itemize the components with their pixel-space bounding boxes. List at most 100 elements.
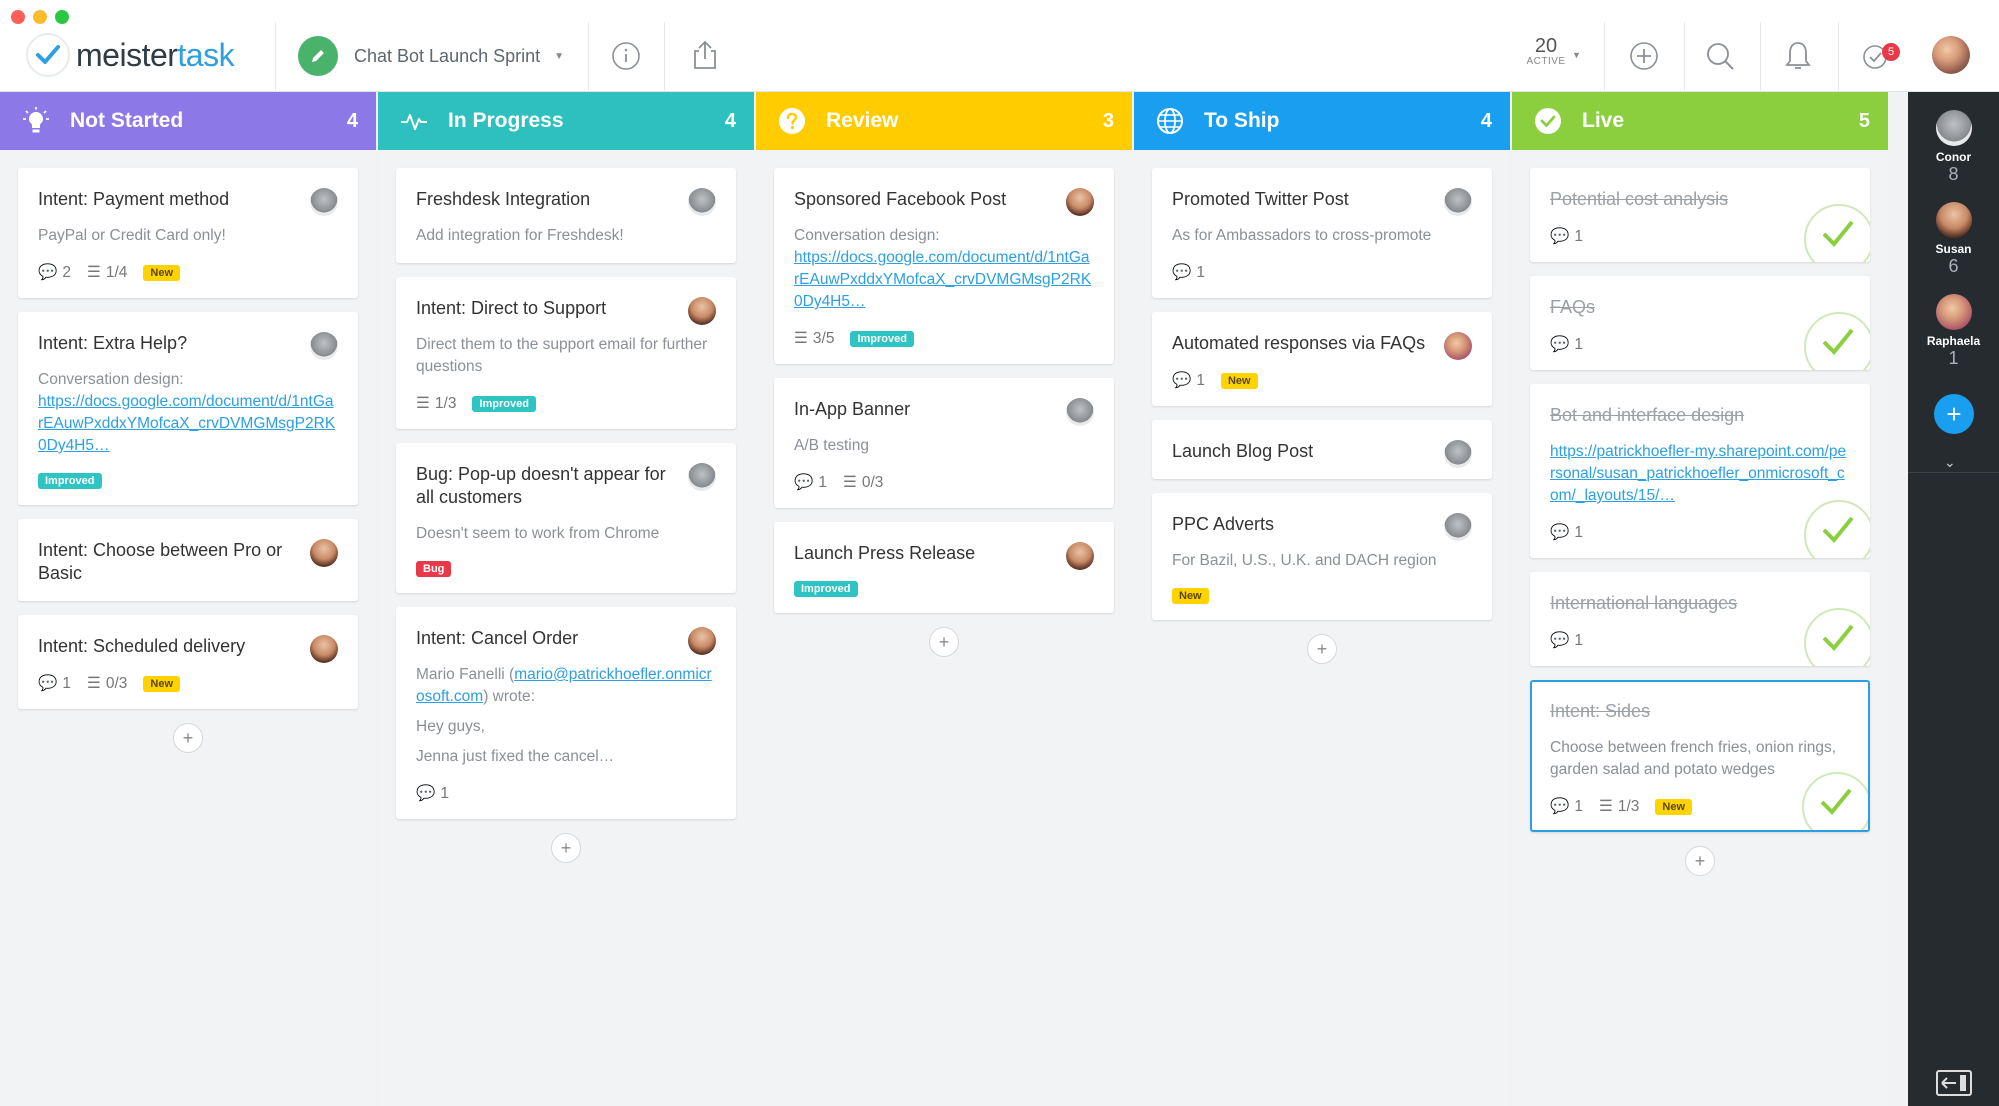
column-header[interactable]: Live 5 (1512, 92, 1888, 150)
comment-icon: 💬 (38, 675, 58, 692)
task-card[interactable]: International languages 💬 1 (1530, 572, 1870, 666)
team-sidebar: Conor 8 Susan 6 Raphaela 1 + ⌄ (1908, 92, 1999, 1106)
task-card[interactable]: Intent: Cancel Order Mario Fanelli (mari… (396, 607, 736, 819)
assignee-avatar (1066, 398, 1094, 426)
lightbulb-icon (22, 107, 50, 135)
card-meta: ☰ 1/3 Improved (416, 394, 716, 413)
column-review: Review 3 Sponsored Facebook Post Convers… (756, 92, 1132, 1106)
top-toolbar: meistertask Chat Bot Launch Sprint ▼ 20 … (0, 0, 1999, 92)
task-card[interactable]: Bot and interface design https://patrick… (1530, 384, 1870, 558)
tag-badge: Improved (850, 330, 914, 347)
tag-badge: Improved (38, 473, 102, 489)
task-card[interactable]: In-App Banner A/B testing 💬 1 ☰ 0/3 (774, 378, 1114, 508)
add-task-button[interactable]: + (551, 833, 581, 863)
add-task-button[interactable]: + (929, 627, 959, 657)
completed-check-icon (1804, 500, 1870, 558)
active-tasks-counter[interactable]: 20 ACTIVE (1526, 35, 1566, 67)
team-member-susan[interactable]: Susan 6 (1908, 202, 1999, 276)
completed-check-icon (1802, 772, 1868, 830)
column-header[interactable]: Not Started 4 (0, 92, 376, 150)
card-meta: 💬 2 ☰ 1/4 New (38, 263, 338, 282)
add-member-button[interactable]: + (1934, 394, 1974, 434)
email-link[interactable]: mario@patrickhoefler.onmicrosoft.com (416, 666, 712, 705)
task-card[interactable]: PPC Adverts For Bazil, U.S., U.K. and DA… (1152, 493, 1492, 620)
tag-badge: Improved (794, 581, 858, 597)
notifications-button[interactable] (1782, 39, 1814, 73)
card-meta: 💬 1 New (1172, 371, 1472, 390)
assignee-avatar (310, 188, 338, 216)
card-meta: 💬 1 ☰ 1/3 New (1550, 797, 1850, 816)
project-name: Chat Bot Launch Sprint (354, 45, 541, 66)
column-header[interactable]: To Ship 4 (1134, 92, 1510, 150)
tag-badge: New (143, 264, 181, 281)
share-button[interactable] (688, 38, 722, 72)
assignee-avatar (310, 635, 338, 663)
comment-icon: 💬 (1172, 372, 1192, 389)
check-circle-icon (1534, 107, 1562, 135)
assignee-avatar (1444, 332, 1472, 360)
info-button[interactable] (610, 40, 642, 72)
task-card-selected[interactable]: Intent: Sides Choose between french frie… (1530, 680, 1870, 832)
task-card[interactable]: Intent: Direct to Support Direct them to… (396, 277, 736, 429)
globe-icon (1156, 107, 1184, 135)
document-link[interactable]: https://docs.google.com/document/d/1ntGa… (38, 393, 336, 454)
task-card[interactable]: Automated responses via FAQs 💬 1 New (1152, 312, 1492, 406)
logo-check-icon (26, 33, 70, 77)
logo-text: meistertask (76, 36, 235, 73)
add-task-button[interactable] (1628, 40, 1660, 72)
meistertask-logo[interactable]: meistertask (26, 32, 235, 78)
team-member-raphaela[interactable]: Raphaela 1 (1908, 294, 1999, 368)
team-member-conor[interactable]: Conor 8 (1908, 110, 1999, 184)
card-meta: Bug (416, 561, 716, 577)
task-card[interactable]: Sponsored Facebook Post Conversation des… (774, 168, 1114, 364)
task-card[interactable]: Intent: Choose between Pro or Basic (18, 519, 358, 601)
tag-badge: Bug (416, 561, 452, 577)
column-not-started: Not Started 4 Intent: Payment method Pay… (0, 92, 376, 1106)
project-selector[interactable]: Chat Bot Launch Sprint ▼ (298, 36, 564, 76)
collapse-sidebar-button[interactable] (1936, 1070, 1972, 1096)
comment-icon: 💬 (1172, 264, 1192, 281)
column-to-ship: To Ship 4 Promoted Twitter Post As for A… (1134, 92, 1510, 1106)
minimize-window-button[interactable] (33, 10, 47, 24)
sharepoint-link[interactable]: https://patrickhoefler-my.sharepoint.com… (1550, 443, 1847, 504)
assignee-avatar (688, 463, 716, 491)
chevron-down-icon[interactable]: ⌄ (1944, 454, 1956, 470)
task-card[interactable]: Potential cost analysis 💬 1 (1530, 168, 1870, 262)
card-meta: 💬 1 (1550, 631, 1583, 650)
task-card[interactable]: Bug: Pop-up doesn't appear for all custo… (396, 443, 736, 593)
search-button[interactable] (1703, 39, 1737, 73)
task-card[interactable]: Intent: Payment method PayPal or Credit … (18, 168, 358, 298)
avatar (1935, 202, 1972, 238)
close-window-button[interactable] (11, 10, 25, 24)
project-pencil-icon (298, 36, 338, 76)
document-link[interactable]: https://docs.google.com/document/d/1ntGa… (794, 249, 1092, 310)
add-task-button[interactable]: + (173, 723, 203, 753)
column-header[interactable]: Review 3 (756, 92, 1132, 150)
task-card[interactable]: FAQs 💬 1 (1530, 276, 1870, 370)
card-meta: 💬 1 ☰ 0/3 New (38, 674, 338, 693)
card-meta: Improved (38, 473, 338, 489)
column-header[interactable]: In Progress 4 (378, 92, 754, 150)
checklist-icon: ☰ (416, 395, 430, 412)
maximize-window-button[interactable] (55, 10, 69, 24)
tag-badge: New (1172, 588, 1209, 604)
task-card[interactable]: Launch Press Release Improved (774, 522, 1114, 613)
assignee-avatar (1066, 188, 1094, 216)
plus-circle-icon (1630, 42, 1658, 70)
task-card[interactable]: Intent: Extra Help? Conversation design:… (18, 312, 358, 505)
card-meta: 💬 1 (1550, 335, 1583, 354)
column-in-progress: In Progress 4 Freshdesk Integration Add … (378, 92, 754, 1106)
tag-badge: New (1655, 798, 1693, 815)
task-card[interactable]: Launch Blog Post (1152, 420, 1492, 479)
comment-icon: 💬 (1550, 798, 1570, 815)
card-meta: New (1172, 588, 1472, 604)
add-task-button[interactable]: + (1685, 846, 1715, 876)
task-card[interactable]: Freshdesk Integration Add integration fo… (396, 168, 736, 263)
task-card[interactable]: Promoted Twitter Post As for Ambassadors… (1152, 168, 1492, 298)
assignee-avatar (1444, 440, 1472, 468)
user-avatar[interactable] (1932, 36, 1970, 74)
card-meta: Improved (794, 581, 1094, 597)
add-task-button[interactable]: + (1307, 634, 1337, 664)
task-card[interactable]: Intent: Scheduled delivery 💬 1 ☰ 0/3 New (18, 615, 358, 709)
notification-badge: 5 (1882, 43, 1900, 61)
